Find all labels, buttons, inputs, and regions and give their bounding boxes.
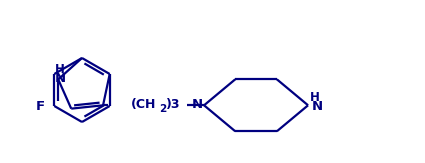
- Text: N: N: [312, 100, 323, 113]
- Text: )3: )3: [166, 98, 180, 111]
- Text: H: H: [310, 91, 320, 104]
- Text: N: N: [55, 72, 66, 85]
- Text: F: F: [36, 99, 45, 112]
- Text: H: H: [55, 63, 65, 76]
- Text: 2: 2: [159, 104, 167, 114]
- Text: N: N: [192, 98, 203, 111]
- Text: (CH: (CH: [131, 98, 157, 111]
